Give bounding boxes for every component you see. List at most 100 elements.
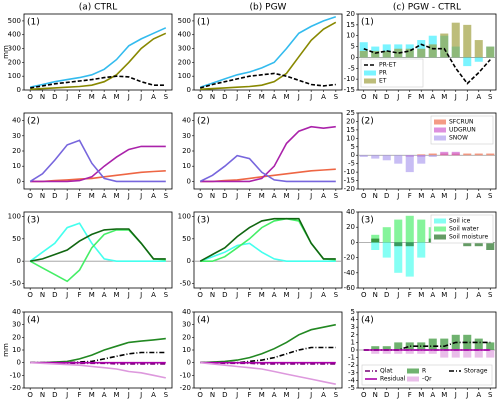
x-tick-label: J — [465, 391, 468, 399]
line — [199, 16, 337, 88]
x-tick-label: A — [321, 192, 326, 200]
bar — [474, 40, 483, 58]
x-tick-label: M — [113, 291, 119, 299]
bar — [417, 242, 426, 258]
x-tick-label: S — [164, 192, 169, 200]
y-tick-label: 300 — [178, 45, 191, 53]
x-tick-label: J — [235, 192, 238, 200]
legend-swatch — [434, 218, 446, 224]
x-tick-label: M — [283, 291, 289, 299]
x-tick-label: F — [408, 391, 412, 399]
y-tick-label: 30 — [182, 132, 191, 140]
y-tick-label: 5 — [351, 43, 355, 51]
y-tick-label: 20 — [346, 117, 355, 125]
bar — [371, 242, 380, 250]
bar — [440, 151, 449, 156]
bar — [463, 57, 472, 67]
x-tick-label: J — [139, 391, 142, 399]
bar — [394, 155, 403, 164]
x-tick-label: O — [197, 291, 203, 299]
x-tick-label: J — [396, 291, 399, 299]
y-tick-label: -10 — [344, 168, 355, 176]
y-tick-label: 0 — [17, 86, 21, 94]
x-tick-label: N — [210, 391, 215, 399]
plot-area — [193, 311, 343, 389]
x-tick-label: A — [430, 391, 435, 399]
x-tick-label: N — [210, 93, 215, 101]
bar — [405, 155, 414, 173]
x-tick-label: M — [113, 192, 119, 200]
x-tick-label: M — [441, 93, 447, 101]
line — [200, 125, 336, 183]
bar — [382, 155, 391, 161]
y-tick-label: 20 — [346, 223, 355, 231]
x-tick-label: S — [488, 192, 493, 200]
plot-area — [193, 112, 343, 190]
x-tick-label: F — [247, 93, 251, 101]
x-tick-label: M — [418, 192, 424, 200]
x-tick-label: A — [102, 291, 107, 299]
legend-label: PR — [379, 70, 387, 77]
y-tick-label: 100 — [178, 72, 191, 80]
bar — [394, 342, 403, 350]
legend-label: SNOW — [449, 135, 468, 142]
y-tick-label: -10 — [10, 371, 21, 379]
x-tick-label: J — [454, 391, 457, 399]
x-tick-label: A — [272, 391, 277, 399]
y-tick-label: 200 — [178, 58, 191, 66]
y-tick-label: 100 — [178, 212, 191, 220]
line — [199, 154, 336, 183]
bar — [474, 57, 483, 62]
y-tick-label: 10 — [346, 134, 355, 142]
bar — [463, 350, 472, 358]
x-tick-label: A — [151, 93, 156, 101]
y-tick-label: -2 — [348, 361, 355, 369]
legend-label: Storage — [464, 368, 488, 375]
y-tick-label: 40 — [346, 208, 355, 216]
x-tick-label: S — [334, 291, 339, 299]
line — [200, 361, 336, 385]
x-tick-label: A — [151, 192, 156, 200]
x-tick-label: J — [139, 192, 142, 200]
x-tick-label: M — [259, 291, 265, 299]
x-tick-label: A — [151, 291, 156, 299]
x-tick-label: M — [418, 93, 424, 101]
x-tick-label: J — [235, 93, 238, 101]
x-tick-label: A — [272, 93, 277, 101]
bar — [382, 227, 391, 243]
legend-label: Soil water — [449, 226, 479, 233]
y-tick-label: 40 — [12, 117, 21, 125]
x-tick-label: M — [418, 391, 424, 399]
line — [30, 337, 166, 364]
line — [363, 43, 491, 85]
x-tick-label: A — [151, 391, 156, 399]
x-tick-label: M — [259, 391, 265, 399]
bar — [451, 151, 460, 156]
bar — [474, 338, 483, 350]
panel-label: (3) — [361, 216, 374, 226]
x-tick-label: M — [441, 291, 447, 299]
panel-title: (a) CTRL — [79, 3, 117, 13]
x-tick-label: J — [465, 192, 468, 200]
x-tick-label: J — [309, 291, 312, 299]
bar — [474, 242, 483, 247]
x-tick-label: A — [476, 192, 481, 200]
x-tick-label: J — [309, 192, 312, 200]
bar — [417, 342, 426, 350]
panel-title: (b) PGW — [250, 3, 287, 13]
x-tick-label: D — [222, 391, 227, 399]
y-tick-label: 0 — [351, 346, 355, 354]
x-tick-label: M — [89, 291, 95, 299]
y-tick-label: 100 — [8, 212, 21, 220]
x-tick-label: A — [272, 291, 277, 299]
x-tick-label: D — [52, 93, 57, 101]
x-tick-label: F — [247, 291, 251, 299]
x-tick-label: O — [361, 93, 367, 101]
bar — [405, 350, 414, 354]
